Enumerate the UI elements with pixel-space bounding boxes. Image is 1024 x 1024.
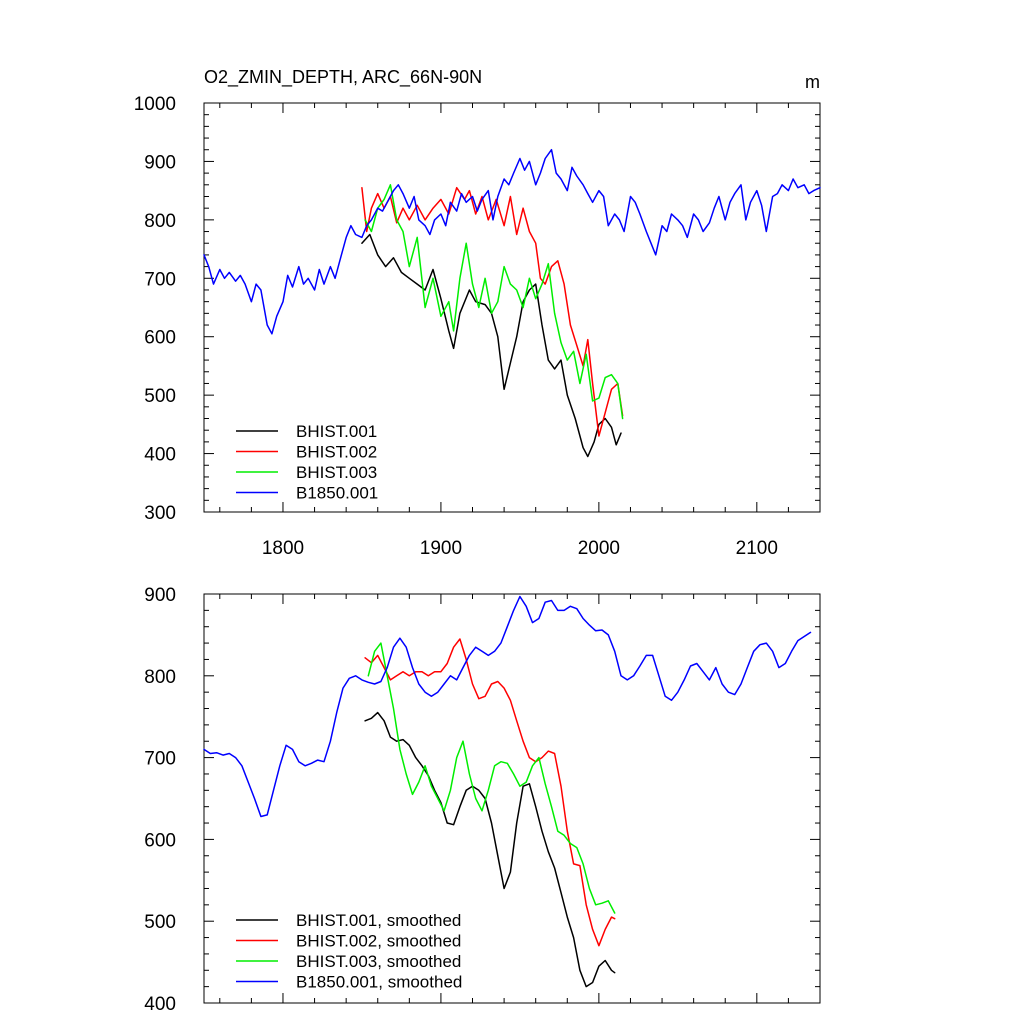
y-tick-label: 700 <box>144 269 176 290</box>
legend-label: BHIST.003 <box>296 463 377 482</box>
legend-label: BHIST.002, smoothed <box>296 932 461 951</box>
series-line-bhist-003 <box>364 184 624 420</box>
x-tick-label: 2100 <box>736 538 778 559</box>
y-tick-label: 600 <box>144 830 176 851</box>
y-tick-label: 500 <box>144 386 176 407</box>
legend-label: B1850.001, smoothed <box>296 973 462 992</box>
y-tick-label: 600 <box>144 328 176 349</box>
x-tick-label: 1900 <box>420 538 462 559</box>
series-line-bhist-001 <box>364 711 616 988</box>
series-line-b1850-001 <box>203 595 812 818</box>
y-tick-label: 1000 <box>134 94 176 115</box>
x-tick-label: 2000 <box>578 538 620 559</box>
series-line-bhist-001 <box>361 233 622 458</box>
legend-label: BHIST.003, smoothed <box>296 952 461 971</box>
series-line-bhist-003 <box>367 642 616 914</box>
y-tick-label: 300 <box>144 503 176 524</box>
y-tick-label: 400 <box>144 445 176 466</box>
legend-label: B1850.001 <box>296 484 378 503</box>
plot-frame <box>203 593 821 1004</box>
legend-label: BHIST.001, smoothed <box>296 911 461 930</box>
y-tick-label: 500 <box>144 912 176 933</box>
series-line-b1850-001 <box>203 148 821 335</box>
plot-frame <box>203 102 821 513</box>
y-tick-label: 800 <box>144 211 176 232</box>
y-tick-label: 400 <box>144 994 176 1015</box>
series-line-bhist-002 <box>364 638 616 947</box>
y-tick-label: 900 <box>144 585 176 606</box>
y-tick-label: 700 <box>144 749 176 770</box>
y-tick-label: 900 <box>144 152 176 173</box>
y-tick-label: 800 <box>144 667 176 688</box>
units-label: m <box>805 72 820 92</box>
bottom-panel: 400 500 600 700 800 900 BHIST.001, smoothed BHI… <box>144 585 821 1015</box>
legend-label: BHIST.002 <box>296 443 377 462</box>
top-panel: O2_ZMIN_DEPTH, ARC_66N-90N m 1800 1900 200… <box>134 67 821 559</box>
legend-label: BHIST.001 <box>296 422 377 441</box>
chart-title: O2_ZMIN_DEPTH, ARC_66N-90N <box>204 67 482 88</box>
x-tick-label: 1800 <box>262 538 304 559</box>
